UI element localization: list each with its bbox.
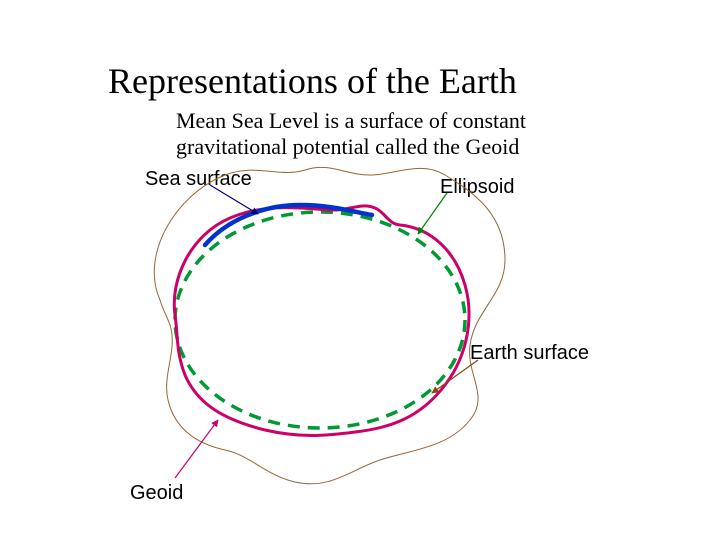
geoid-shape: [174, 206, 469, 436]
earth-surface-shape: [154, 167, 505, 483]
pointer-ellipsoid: [418, 193, 447, 234]
earth-diagram: [0, 0, 720, 540]
pointer-geoid: [175, 420, 218, 478]
pointer-sea-surface: [210, 185, 258, 214]
sea-surface-shape: [205, 205, 372, 245]
ellipsoid-shape: [175, 212, 465, 428]
pointer-earth-surface: [432, 360, 478, 393]
